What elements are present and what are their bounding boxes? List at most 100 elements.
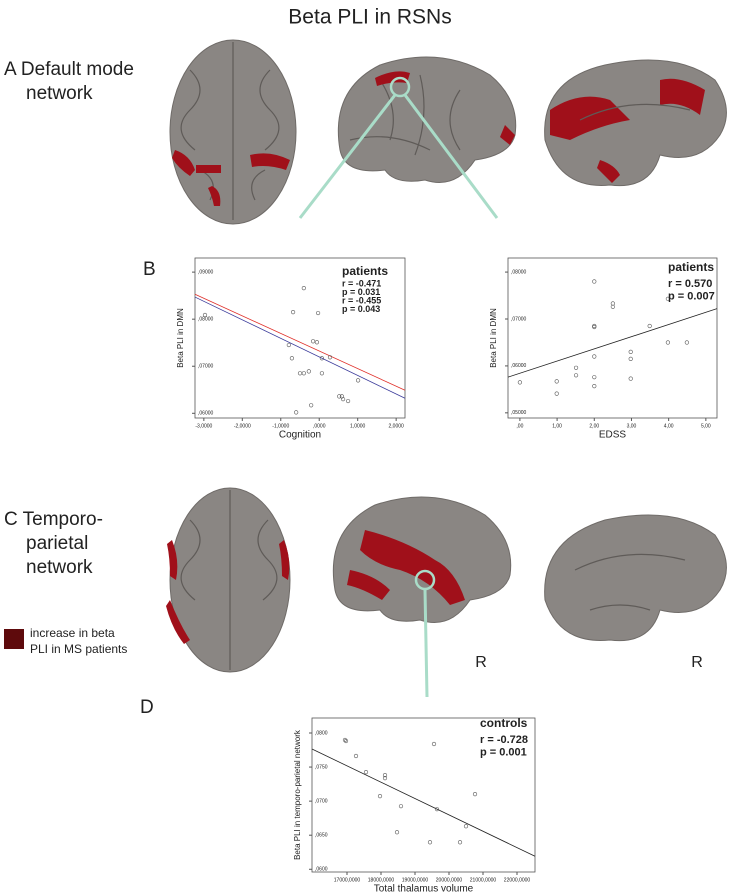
data-point (592, 375, 597, 380)
data-point (339, 394, 345, 399)
x-tick-label: ,00 (516, 423, 523, 429)
panel-label: D (140, 697, 154, 718)
data-point (301, 371, 306, 376)
data-point (592, 383, 597, 389)
annotation: controls (480, 716, 528, 730)
data-point (573, 373, 579, 378)
data-point (610, 304, 615, 309)
y-tick-label: ,07000 (198, 364, 214, 370)
y-tick-label: ,0700 (315, 798, 328, 804)
data-point (342, 737, 348, 743)
data-point (398, 804, 404, 809)
x-tick-label: 21000,0000 (470, 877, 497, 883)
data-point (301, 286, 306, 291)
legend-text: PLI in MS patients (30, 642, 127, 656)
y-tick-label: ,0750 (315, 764, 328, 770)
data-point (315, 310, 321, 316)
data-point (592, 324, 597, 330)
data-point (327, 355, 333, 360)
annotation: r = -0.471 (342, 278, 381, 288)
data-point (628, 376, 633, 381)
y-axis-label: Beta PLI in temporo-parietal network (293, 729, 302, 860)
data-point (457, 840, 463, 845)
fit-line (194, 296, 406, 399)
data-point (286, 342, 291, 348)
brain-lateral (332, 496, 512, 623)
data-point (573, 365, 579, 370)
data-point (554, 379, 559, 384)
data-point (353, 753, 359, 759)
x-tick-label: 2,00 (589, 423, 599, 429)
x-tick-label: -2,0000 (234, 423, 251, 429)
y-tick-label: ,05000 (511, 410, 527, 416)
legend-text: increase in beta (30, 626, 115, 640)
y-axis-label: Beta PLI in DMN (176, 308, 185, 368)
data-point (665, 296, 671, 301)
data-point (343, 738, 349, 744)
data-point (517, 380, 523, 385)
figure-title: Beta PLI in RSNs (288, 6, 451, 29)
data-point (684, 340, 689, 345)
data-point (340, 397, 346, 402)
data-point (314, 340, 320, 345)
data-point (463, 824, 469, 829)
data-point (337, 394, 342, 399)
fit-line (507, 308, 718, 378)
annotation: patients (668, 260, 714, 274)
x-tick-label: 20000,0000 (436, 877, 463, 883)
x-axis-label: EDSS (599, 430, 627, 441)
panel-label: C Temporo- (4, 509, 103, 530)
data-point (309, 403, 314, 408)
panel-label: network (26, 557, 93, 578)
side-label: R (475, 654, 487, 671)
data-point (394, 830, 400, 835)
x-tick-label: 4,00 (664, 423, 674, 429)
y-tick-label: ,06000 (198, 411, 214, 417)
fit-line (311, 748, 536, 857)
data-point (382, 773, 388, 778)
x-axis-label: Cognition (279, 430, 321, 441)
data-point (592, 354, 597, 359)
x-tick-label: -3,0000 (195, 423, 212, 429)
brain-medial (544, 59, 727, 187)
x-tick-label: 19000,0000 (402, 877, 429, 883)
plot-frame (194, 257, 406, 419)
y-tick-label: ,07000 (511, 316, 527, 322)
brain-lateral (337, 56, 517, 183)
data-point (472, 792, 478, 797)
x-tick-label: -1,0000 (272, 423, 289, 429)
data-point (319, 371, 325, 376)
data-point (289, 356, 295, 361)
annotation: patients (342, 264, 388, 278)
x-tick-label: 1,0000 (350, 423, 366, 429)
data-point (355, 378, 361, 383)
data-point (554, 391, 559, 396)
data-point (319, 356, 325, 361)
x-tick-label: 18000,0000 (368, 877, 395, 883)
panel-label: parietal (26, 533, 88, 554)
data-point (310, 339, 316, 344)
annotation: r = -0.728 (480, 734, 528, 746)
y-axis-label: Beta PLI in DMN (489, 308, 498, 368)
y-tick-label: ,0650 (315, 833, 328, 839)
fit-line (194, 293, 406, 391)
annotation: p = 0.001 (480, 746, 527, 758)
annotation: p = 0.031 (342, 287, 380, 297)
panel-label: B (143, 259, 156, 280)
annotation: p = 0.007 (668, 290, 715, 302)
legend-swatch (4, 629, 24, 649)
annotation: p = 0.043 (342, 304, 380, 314)
y-tick-label: ,08000 (511, 269, 527, 275)
x-tick-label: 1,00 (552, 423, 562, 429)
data-point (294, 410, 299, 415)
x-tick-label: 22000,0000 (504, 877, 531, 883)
y-tick-label: ,0800 (315, 730, 328, 736)
brain-medial (544, 514, 727, 642)
panel-label: A Default mode (4, 59, 134, 80)
data-point (628, 349, 633, 354)
x-tick-label: ,0000 (313, 423, 326, 429)
data-point (345, 398, 351, 404)
panel-label: network (26, 83, 93, 104)
data-point (665, 340, 671, 345)
brain-top (169, 39, 297, 225)
